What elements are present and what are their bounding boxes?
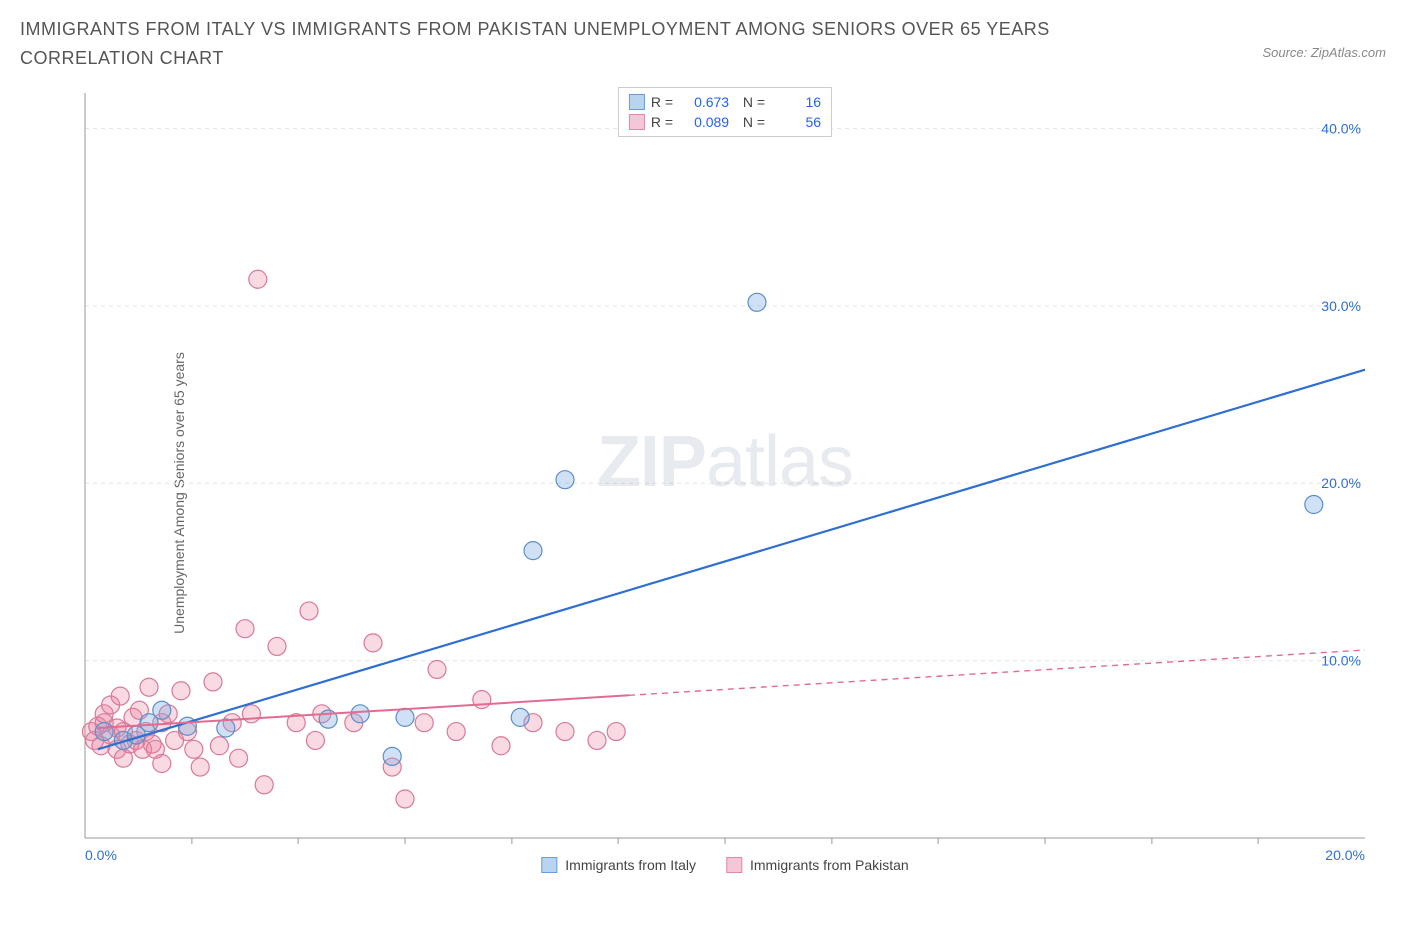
stats-row-italy: R = 0.673 N = 16 — [629, 92, 821, 112]
svg-text:40.0%: 40.0% — [1321, 120, 1361, 136]
stats-row-pakistan: R = 0.089 N = 56 — [629, 112, 821, 132]
svg-text:0.0%: 0.0% — [85, 847, 117, 863]
legend-label-pakistan: Immigrants from Pakistan — [750, 857, 909, 873]
swatch-italy — [629, 94, 645, 110]
n-value-italy: 16 — [771, 94, 821, 110]
series-legend: Immigrants from Italy Immigrants from Pa… — [541, 857, 908, 873]
r-label: R = — [651, 114, 673, 130]
chart-header: IMMIGRANTS FROM ITALY VS IMMIGRANTS FROM… — [20, 15, 1386, 73]
scatter-plot-svg: 10.0% 20.0% 30.0% 40.0% 0.0% 20.0% — [75, 83, 1375, 873]
n-label: N = — [735, 94, 765, 110]
legend-label-italy: Immigrants from Italy — [565, 857, 696, 873]
legend-item-pakistan: Immigrants from Pakistan — [726, 857, 909, 873]
source-attribution: Source: ZipAtlas.com — [1262, 45, 1386, 60]
source-prefix: Source: — [1262, 45, 1310, 60]
n-label: N = — [735, 114, 765, 130]
svg-text:30.0%: 30.0% — [1321, 297, 1361, 313]
legend-item-italy: Immigrants from Italy — [541, 857, 696, 873]
stats-legend: R = 0.673 N = 16 R = 0.089 N = 56 — [618, 87, 832, 137]
chart-container: Unemployment Among Seniors over 65 years… — [20, 83, 1386, 903]
r-value-italy: 0.673 — [679, 94, 729, 110]
svg-text:10.0%: 10.0% — [1321, 652, 1361, 668]
svg-text:20.0%: 20.0% — [1325, 847, 1365, 863]
r-value-pakistan: 0.089 — [679, 114, 729, 130]
swatch-pakistan — [629, 114, 645, 130]
r-label: R = — [651, 94, 673, 110]
svg-text:20.0%: 20.0% — [1321, 475, 1361, 491]
chart-title: IMMIGRANTS FROM ITALY VS IMMIGRANTS FROM… — [20, 15, 1170, 73]
legend-swatch-pakistan — [726, 857, 742, 873]
legend-swatch-italy — [541, 857, 557, 873]
source-name: ZipAtlas.com — [1311, 45, 1386, 60]
plot-area: R = 0.673 N = 16 R = 0.089 N = 56 ZIPatl… — [75, 83, 1375, 873]
n-value-pakistan: 56 — [771, 114, 821, 130]
